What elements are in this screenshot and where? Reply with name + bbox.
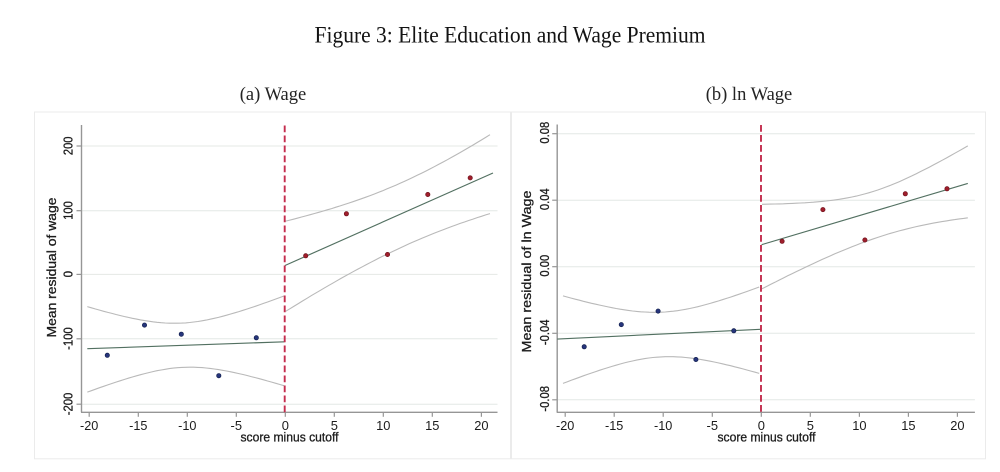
- svg-text:-200: -200: [60, 393, 75, 416]
- svg-text:-100: -100: [60, 327, 75, 350]
- svg-text:0: 0: [282, 418, 289, 433]
- svg-text:200: 200: [60, 137, 75, 156]
- svg-text:score minus cutoff: score minus cutoff: [718, 430, 816, 445]
- svg-text:15: 15: [901, 418, 915, 433]
- svg-text:-0.08: -0.08: [537, 386, 552, 412]
- svg-text:score minus cutoff: score minus cutoff: [241, 430, 339, 445]
- svg-text:-0.04: -0.04: [537, 320, 552, 346]
- svg-text:-20: -20: [80, 418, 98, 433]
- svg-text:5: 5: [331, 418, 338, 433]
- svg-text:0: 0: [758, 418, 765, 433]
- svg-text:-20: -20: [556, 418, 574, 433]
- svg-text:0.00: 0.00: [537, 255, 552, 277]
- svg-text:-15: -15: [605, 418, 623, 433]
- svg-text:Mean residual of ln Wage: Mean residual of ln Wage: [519, 191, 534, 353]
- svg-text:-10: -10: [178, 418, 196, 433]
- svg-text:Mean residual of wage: Mean residual of wage: [44, 198, 59, 338]
- svg-text:-5: -5: [231, 418, 243, 433]
- svg-text:Figure 3: Elite Education and: Figure 3: Elite Education and Wage Premi…: [315, 23, 706, 49]
- svg-text:10: 10: [852, 418, 866, 433]
- svg-text:(a) Wage: (a) Wage: [240, 85, 306, 105]
- svg-text:0: 0: [60, 271, 75, 277]
- svg-text:20: 20: [950, 418, 964, 433]
- svg-text:-5: -5: [707, 418, 719, 433]
- svg-text:0.04: 0.04: [537, 188, 552, 210]
- svg-text:(b) ln Wage: (b) ln Wage: [706, 85, 793, 105]
- svg-text:15: 15: [425, 418, 439, 433]
- svg-text:20: 20: [474, 418, 488, 433]
- svg-text:-10: -10: [654, 418, 672, 433]
- svg-text:10: 10: [376, 418, 390, 433]
- svg-text:-15: -15: [129, 418, 147, 433]
- svg-text:0.08: 0.08: [537, 122, 552, 144]
- svg-text:5: 5: [807, 418, 814, 433]
- svg-text:100: 100: [60, 201, 75, 220]
